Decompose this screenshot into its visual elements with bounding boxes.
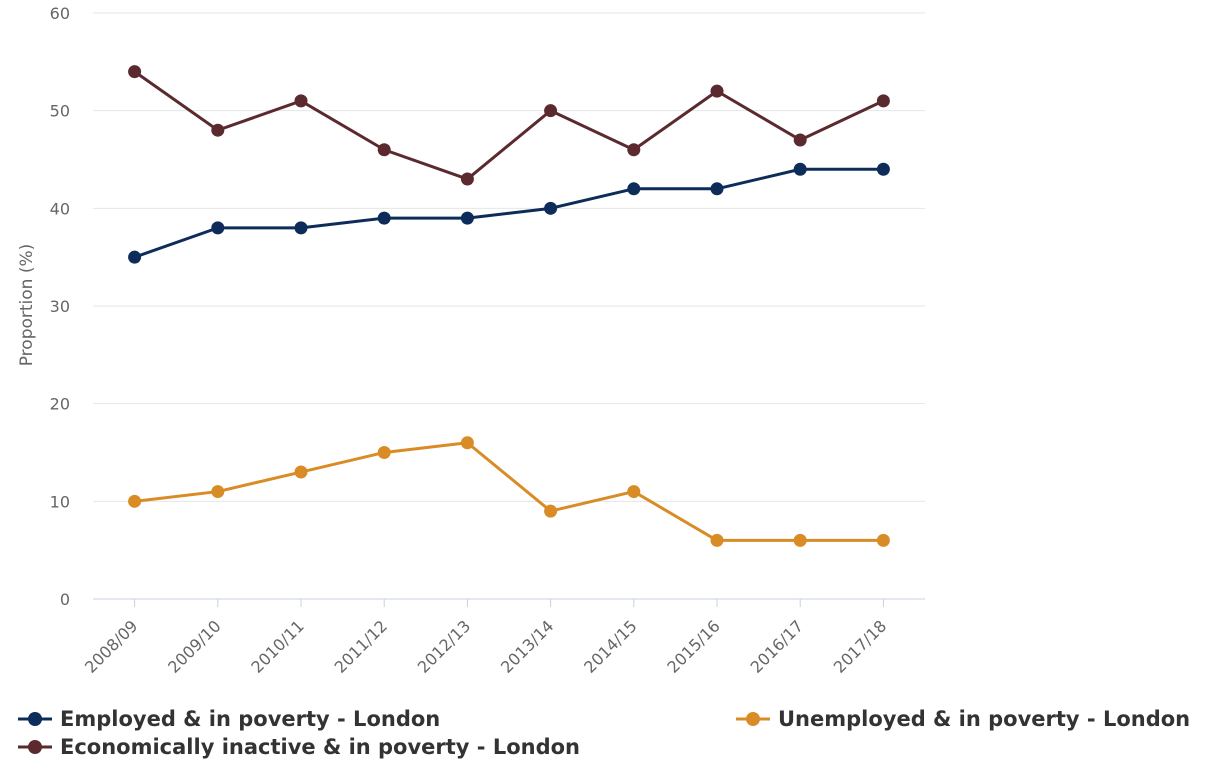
data-point-1-7[interactable] <box>710 533 724 547</box>
series-layer <box>128 65 890 547</box>
legend-label-unemployed: Unemployed & in poverty - London <box>778 707 1191 731</box>
x-tick-label-2015-16: 2015/16 <box>663 616 723 676</box>
legend-marker-employed <box>18 712 52 726</box>
series-line-2 <box>133 70 885 181</box>
y-tick-label-0: 0 <box>60 590 70 609</box>
data-point-2-9[interactable] <box>876 94 890 108</box>
legend-marker-economically-inactive <box>18 740 52 754</box>
data-point-2-3[interactable] <box>377 143 391 157</box>
x-tick-label-2010-11: 2010/11 <box>247 616 307 676</box>
data-point-0-6[interactable] <box>627 182 641 196</box>
x-tick-label-2016-17: 2016/17 <box>747 616 807 676</box>
x-tick-label-2012-13: 2012/13 <box>414 616 474 676</box>
x-tick-label-2009-10: 2009/10 <box>164 616 224 676</box>
data-point-0-0[interactable] <box>128 250 142 264</box>
series-1 <box>128 436 890 547</box>
y-tick-label-50: 50 <box>50 102 70 121</box>
data-point-2-2[interactable] <box>294 94 308 108</box>
y-tick-label-10: 10 <box>50 492 70 511</box>
legend-item-economically-inactive[interactable]: Economically inactive & in poverty - Lon… <box>18 735 580 759</box>
x-tick-label-2017-18: 2017/18 <box>830 616 890 676</box>
data-point-2-5[interactable] <box>544 104 558 118</box>
data-point-2-8[interactable] <box>793 133 807 147</box>
series-2 <box>128 65 890 186</box>
data-point-2-0[interactable] <box>128 65 142 79</box>
legend-label-employed: Employed & in poverty - London <box>60 707 441 731</box>
data-point-1-6[interactable] <box>627 485 641 499</box>
data-point-1-3[interactable] <box>377 446 391 459</box>
legend-marker-unemployed <box>736 712 770 726</box>
data-point-0-5[interactable] <box>544 201 558 215</box>
series-line-0 <box>134 167 884 259</box>
data-point-1-9[interactable] <box>876 533 890 547</box>
data-point-0-2[interactable] <box>294 221 308 235</box>
legend-label-economically-inactive: Economically inactive & in poverty - Lon… <box>60 735 581 759</box>
data-point-2-7[interactable] <box>710 84 724 98</box>
grid-lines <box>93 12 925 600</box>
x-tick-label-2011-12: 2011/12 <box>331 616 391 676</box>
data-point-2-1[interactable] <box>211 123 225 137</box>
series-line-1 <box>134 441 884 542</box>
legend-item-employed[interactable]: Employed & in poverty - London <box>18 707 440 731</box>
y-tick-label-20: 20 <box>50 395 70 414</box>
data-point-1-5[interactable] <box>544 504 558 518</box>
data-point-1-4[interactable] <box>460 436 474 450</box>
data-point-0-4[interactable] <box>460 211 474 225</box>
data-point-1-0[interactable] <box>128 494 142 508</box>
data-point-0-3[interactable] <box>377 211 391 225</box>
line-chart: 0 10 20 30 40 50 60 2008/09 2009/10 2010/11 2011/… <box>17 4 925 677</box>
data-point-1-8[interactable] <box>793 533 807 547</box>
data-point-2-4[interactable] <box>460 172 474 186</box>
series-0 <box>128 162 890 264</box>
y-axis-ticks: 0 10 20 30 40 50 60 <box>50 4 70 609</box>
data-point-0-9[interactable] <box>876 162 890 176</box>
data-point-1-2[interactable] <box>294 465 308 479</box>
y-axis-label: Proportion (%) <box>17 244 37 367</box>
x-tick-label-2008-09: 2008/09 <box>81 616 141 676</box>
data-point-1-1[interactable] <box>211 485 225 499</box>
x-tick-label-2013-14: 2013/14 <box>497 616 557 676</box>
data-point-2-6[interactable] <box>627 143 641 157</box>
y-tick-label-40: 40 <box>50 199 70 218</box>
legend-item-unemployed[interactable]: Unemployed & in poverty - London <box>736 707 1190 731</box>
data-point-0-8[interactable] <box>793 162 807 176</box>
y-tick-label-60: 60 <box>50 4 70 23</box>
x-tick-label-2014-15: 2014/15 <box>580 616 640 676</box>
x-axis-ticks: 2008/09 2009/10 2010/11 2011/12 2012/13 2013/… <box>81 599 890 677</box>
data-point-0-7[interactable] <box>710 182 724 196</box>
data-point-0-1[interactable] <box>211 221 225 235</box>
y-tick-label-30: 30 <box>50 297 70 316</box>
